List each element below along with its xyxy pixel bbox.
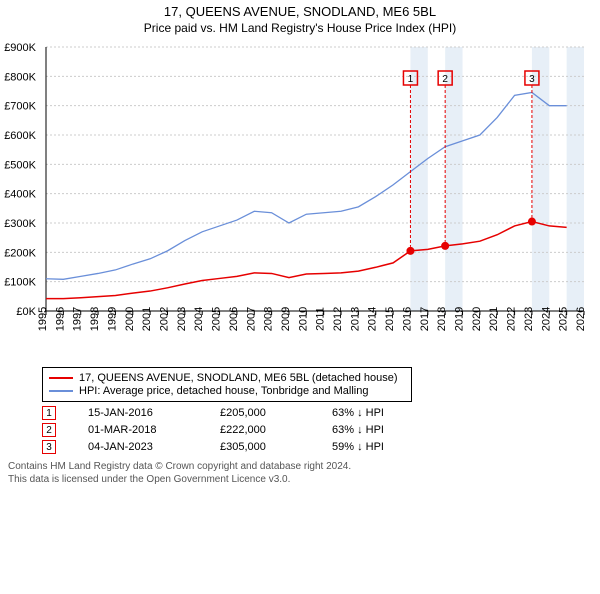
svg-text:2003: 2003 xyxy=(176,307,188,331)
svg-text:2016: 2016 xyxy=(401,307,413,331)
svg-text:2010: 2010 xyxy=(297,307,309,331)
svg-text:2007: 2007 xyxy=(245,307,257,331)
legend-label: HPI: Average price, detached house, Tonb… xyxy=(79,385,368,397)
svg-text:£500K: £500K xyxy=(4,159,36,171)
svg-text:2001: 2001 xyxy=(141,307,153,331)
sale-number-box: 1 xyxy=(42,406,56,420)
sale-number-box: 2 xyxy=(42,423,56,437)
sale-pct: 63% ↓ HPI xyxy=(332,424,432,436)
sales-table: 1 15-JAN-2016 £205,000 63% ↓ HPI 2 01-MAR-201… xyxy=(42,406,588,454)
chart-area: £0K£100K£200K£300K£400K£500K£600K£700K£8… xyxy=(42,41,588,361)
svg-text:2005: 2005 xyxy=(211,307,223,331)
sale-pct: 59% ↓ HPI xyxy=(332,441,432,453)
sale-pct: 63% ↓ HPI xyxy=(332,407,432,419)
svg-text:£0K: £0K xyxy=(16,306,36,318)
svg-text:1: 1 xyxy=(408,74,414,85)
sale-row: 1 15-JAN-2016 £205,000 63% ↓ HPI xyxy=(42,406,588,420)
legend-swatch xyxy=(49,390,73,392)
price-chart: £0K£100K£200K£300K£400K£500K£600K£700K£8… xyxy=(42,41,588,361)
footer-line-1: Contains HM Land Registry data © Crown c… xyxy=(8,460,592,473)
svg-text:£700K: £700K xyxy=(4,101,36,113)
legend-label: 17, QUEENS AVENUE, SNODLAND, ME6 5BL (de… xyxy=(79,372,398,384)
svg-text:2020: 2020 xyxy=(471,307,483,331)
sale-number-box: 3 xyxy=(42,440,56,454)
sale-date: 15-JAN-2016 xyxy=(88,407,188,419)
legend: 17, QUEENS AVENUE, SNODLAND, ME6 5BL (de… xyxy=(42,367,412,402)
svg-text:2018: 2018 xyxy=(436,307,448,331)
svg-text:2023: 2023 xyxy=(523,307,535,331)
sale-price: £222,000 xyxy=(220,424,300,436)
svg-text:2026: 2026 xyxy=(575,307,587,331)
sale-date: 04-JAN-2023 xyxy=(88,441,188,453)
svg-text:2000: 2000 xyxy=(124,307,136,331)
sale-row: 3 04-JAN-2023 £305,000 59% ↓ HPI xyxy=(42,440,588,454)
svg-text:£600K: £600K xyxy=(4,130,36,142)
legend-row: HPI: Average price, detached house, Tonb… xyxy=(49,385,405,397)
footer-line-2: This data is licensed under the Open Gov… xyxy=(8,473,592,486)
page-title: 17, QUEENS AVENUE, SNODLAND, ME6 5BL xyxy=(0,4,600,19)
svg-text:2015: 2015 xyxy=(384,307,396,331)
svg-text:2012: 2012 xyxy=(332,307,344,331)
sale-date: 01-MAR-2018 xyxy=(88,424,188,436)
svg-text:£400K: £400K xyxy=(4,189,36,201)
svg-text:2002: 2002 xyxy=(158,307,170,331)
footer: Contains HM Land Registry data © Crown c… xyxy=(8,460,592,486)
sale-price: £305,000 xyxy=(220,441,300,453)
svg-text:2024: 2024 xyxy=(540,307,552,331)
svg-text:2017: 2017 xyxy=(419,307,431,331)
svg-text:1997: 1997 xyxy=(72,307,84,331)
svg-text:1996: 1996 xyxy=(54,307,66,331)
svg-text:1999: 1999 xyxy=(106,307,118,331)
svg-text:2009: 2009 xyxy=(280,307,292,331)
svg-text:2021: 2021 xyxy=(488,307,500,331)
svg-text:1995: 1995 xyxy=(37,307,49,331)
svg-text:2014: 2014 xyxy=(367,307,379,331)
svg-text:2022: 2022 xyxy=(506,307,518,331)
svg-text:2006: 2006 xyxy=(228,307,240,331)
svg-text:£200K: £200K xyxy=(4,247,36,259)
svg-text:2013: 2013 xyxy=(349,307,361,331)
svg-text:3: 3 xyxy=(529,74,535,85)
svg-text:2004: 2004 xyxy=(193,307,205,331)
legend-row: 17, QUEENS AVENUE, SNODLAND, ME6 5BL (de… xyxy=(49,372,405,384)
legend-swatch xyxy=(49,377,73,379)
svg-text:2: 2 xyxy=(442,74,448,85)
svg-text:2025: 2025 xyxy=(558,307,570,331)
svg-text:£300K: £300K xyxy=(4,218,36,230)
svg-text:£800K: £800K xyxy=(4,71,36,83)
svg-text:2008: 2008 xyxy=(263,307,275,331)
svg-text:1998: 1998 xyxy=(89,307,101,331)
svg-text:2019: 2019 xyxy=(454,307,466,331)
sale-row: 2 01-MAR-2018 £222,000 63% ↓ HPI xyxy=(42,423,588,437)
sale-price: £205,000 xyxy=(220,407,300,419)
svg-text:£100K: £100K xyxy=(4,277,36,289)
svg-text:£900K: £900K xyxy=(4,42,36,54)
page-subtitle: Price paid vs. HM Land Registry's House … xyxy=(0,21,600,35)
